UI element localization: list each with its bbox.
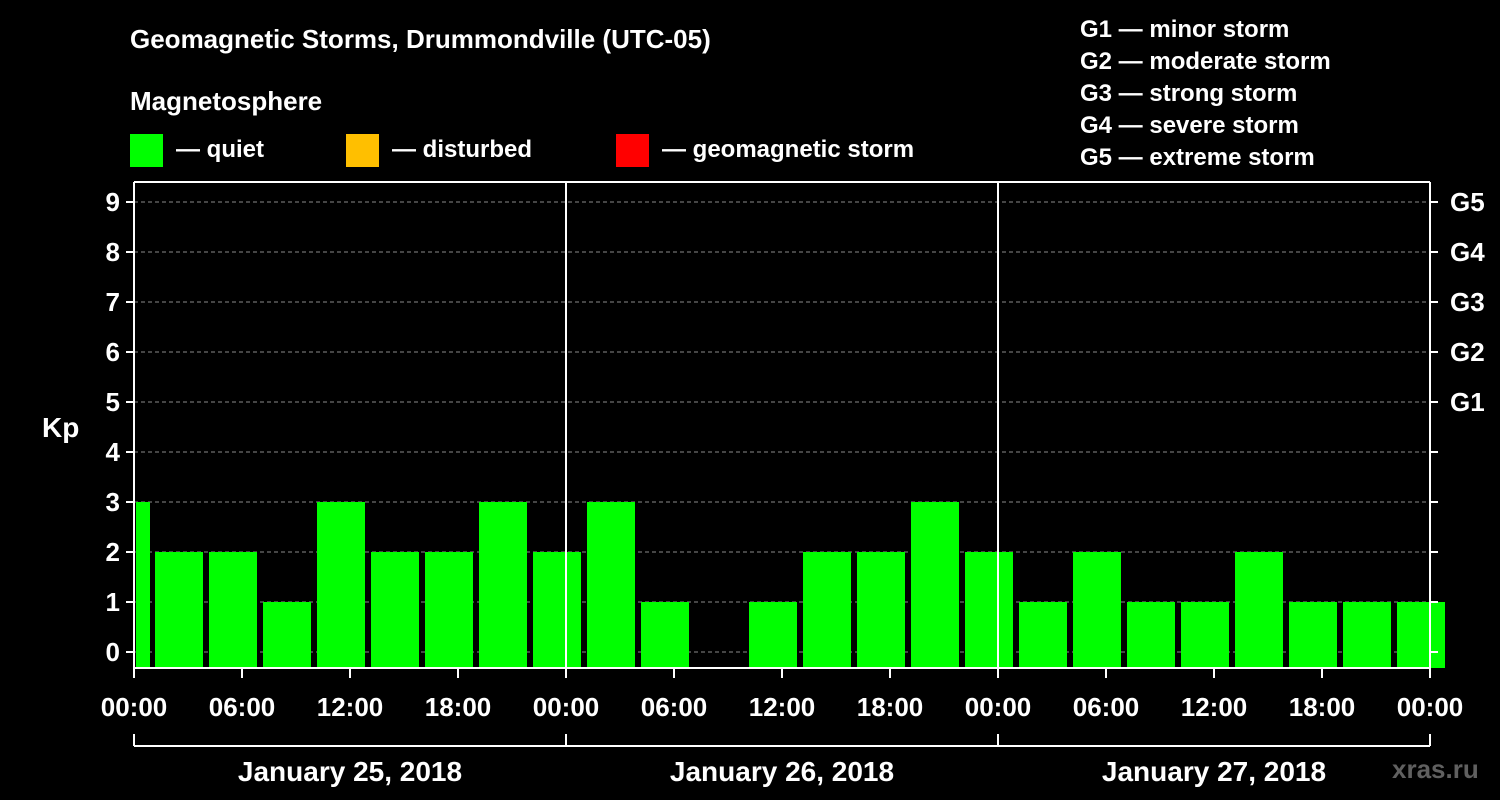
storm-level-tick-labels: G1 G2 G3 G4 G5 xyxy=(1450,187,1485,417)
y-tick-label: 4 xyxy=(106,437,121,467)
kp-bar xyxy=(1181,602,1229,668)
g-level-label: G4 xyxy=(1450,237,1485,267)
kp-bar xyxy=(1127,602,1175,668)
x-tick-label: 00:00 xyxy=(101,692,168,722)
x-tick-label: 18:00 xyxy=(857,692,924,722)
legend-swatch-quiet xyxy=(130,134,163,167)
legend-swatch-storm xyxy=(616,134,649,167)
subtitle: Magnetosphere xyxy=(130,86,322,116)
y-tick-label: 8 xyxy=(106,237,120,267)
legend-swatch-disturbed xyxy=(346,134,379,167)
x-tick-label: 12:00 xyxy=(317,692,384,722)
x-tick-label: 06:00 xyxy=(641,692,708,722)
day-label: January 25, 2018 xyxy=(238,756,462,787)
y-tick-labels: 0 1 2 3 4 5 6 7 8 9 xyxy=(106,187,121,667)
x-tick-labels: 00:00 06:00 12:00 18:00 00:00 06:00 12:00 18:00… xyxy=(101,692,1464,722)
kp-bar xyxy=(1019,602,1067,668)
legend-label-storm: — geomagnetic storm xyxy=(662,136,914,163)
kp-bar xyxy=(317,502,365,668)
x-tick-label: 00:00 xyxy=(533,692,600,722)
y-tick-label: 7 xyxy=(106,287,120,317)
kp-bar xyxy=(1073,552,1121,668)
legend-label-disturbed: — disturbed xyxy=(392,136,532,163)
x-tick-label: 12:00 xyxy=(1181,692,1248,722)
storm-scale-g2: G2 — moderate storm xyxy=(1080,48,1331,75)
watermark: xras.ru xyxy=(1392,754,1479,784)
day-labels: January 25, 2018 January 26, 2018 January … xyxy=(238,756,1326,787)
y-tick-label: 0 xyxy=(106,637,120,667)
kp-bar xyxy=(911,502,959,668)
legend-label-quiet: — quiet xyxy=(176,136,264,163)
kp-bar xyxy=(371,552,419,668)
kp-bar xyxy=(209,552,257,668)
storm-scale-g5: G5 — extreme storm xyxy=(1080,144,1315,171)
x-tick-label: 00:00 xyxy=(965,692,1032,722)
kp-bar xyxy=(857,552,905,668)
storm-scale-g3: G3 — strong storm xyxy=(1080,80,1297,107)
axes xyxy=(126,181,1438,747)
kp-bar xyxy=(803,552,851,668)
x-tick-label: 00:00 xyxy=(1397,692,1464,722)
y-tick-label: 6 xyxy=(106,337,120,367)
kp-bar xyxy=(263,602,311,668)
y-tick-label: 5 xyxy=(106,387,120,417)
legend: — quiet — disturbed — geomagnetic storm xyxy=(130,134,914,167)
kp-bar xyxy=(136,502,150,668)
kp-bar xyxy=(587,502,635,668)
kp-bar xyxy=(1343,602,1391,668)
kp-bar xyxy=(1289,602,1337,668)
g-level-label: G5 xyxy=(1450,187,1485,217)
x-tick-label: 12:00 xyxy=(749,692,816,722)
kp-bar xyxy=(425,552,473,668)
kp-bar xyxy=(155,552,203,668)
g-level-label: G2 xyxy=(1450,337,1485,367)
kp-bar xyxy=(749,602,797,668)
y-axis-label: Kp xyxy=(42,412,79,443)
kp-bar xyxy=(1235,552,1283,668)
y-tick-label: 3 xyxy=(106,487,120,517)
x-tick-label: 06:00 xyxy=(1073,692,1140,722)
storm-scale-g1: G1 — minor storm xyxy=(1080,16,1289,43)
x-tick-label: 18:00 xyxy=(1289,692,1356,722)
y-tick-label: 9 xyxy=(106,187,120,217)
kp-bar xyxy=(1397,602,1445,668)
x-tick-label: 06:00 xyxy=(209,692,276,722)
kp-bar xyxy=(965,552,1013,668)
kp-bar xyxy=(533,552,581,668)
day-label: January 26, 2018 xyxy=(670,756,894,787)
g-level-label: G1 xyxy=(1450,387,1485,417)
day-label: January 27, 2018 xyxy=(1102,756,1326,787)
y-tick-label: 2 xyxy=(106,537,120,567)
storm-scale-legend: G1 — minor storm G2 — moderate storm G3 … xyxy=(1080,16,1331,171)
x-tick-label: 18:00 xyxy=(425,692,492,722)
kp-bar xyxy=(479,502,527,668)
storm-scale-g4: G4 — severe storm xyxy=(1080,112,1299,139)
chart-title: Geomagnetic Storms, Drummondville (UTC-0… xyxy=(130,24,711,54)
g-level-label: G3 xyxy=(1450,287,1485,317)
kp-bar xyxy=(641,602,689,668)
bars xyxy=(136,502,1445,668)
y-tick-label: 1 xyxy=(106,587,120,617)
